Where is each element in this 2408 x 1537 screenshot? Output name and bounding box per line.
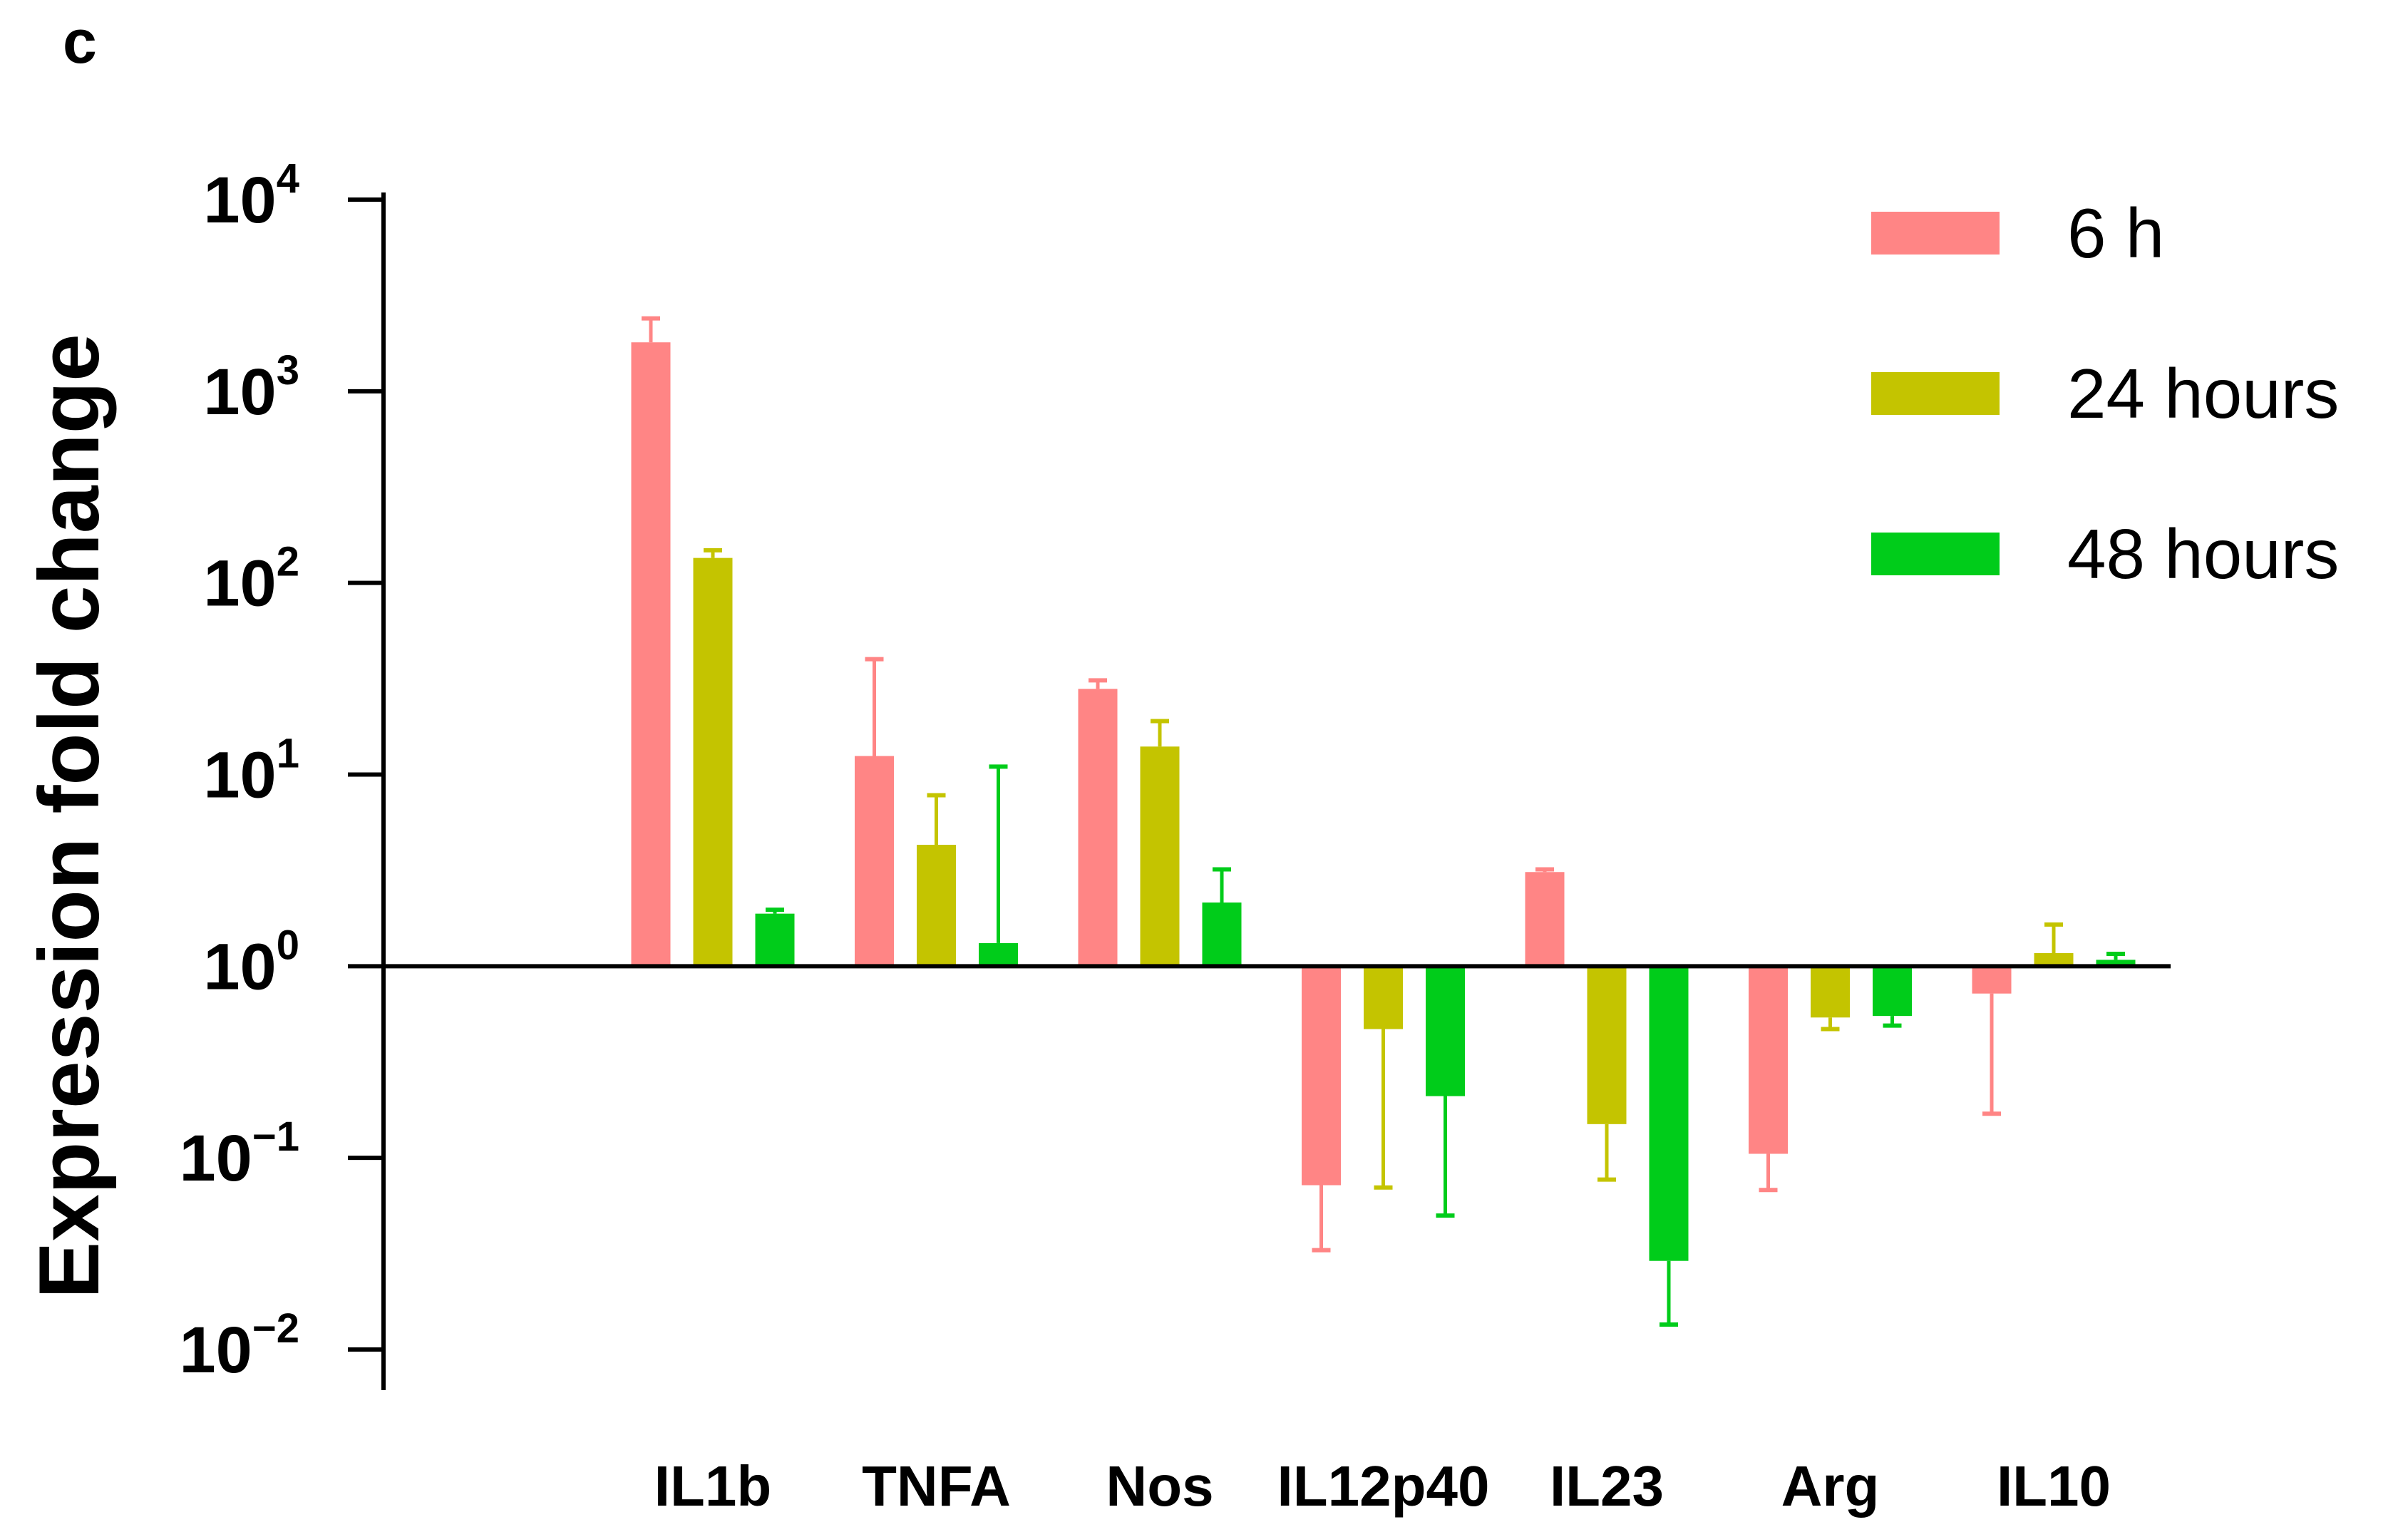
panel-letter: c (63, 8, 97, 76)
bar (1749, 966, 1788, 1154)
category-label: IL23 (1550, 1454, 1664, 1518)
y-tick-label: 10−1 (180, 1114, 299, 1195)
category-label: Nos (1106, 1454, 1213, 1518)
y-tick-label: 101 (203, 731, 299, 812)
y-tick-label: 103 (203, 347, 299, 428)
category-label: Arg (1781, 1454, 1880, 1518)
axes (381, 192, 2171, 1390)
bar (2096, 960, 2136, 967)
legend-swatch (1871, 533, 2000, 575)
y-axis-ticks: 104 103 102 101 100 10−1 10−2 (180, 155, 384, 1387)
bar (1078, 689, 1118, 967)
legend-label: 6 h (2067, 194, 2164, 272)
bar (979, 942, 1018, 967)
bar (631, 342, 671, 967)
y-tick-label: 10−2 (180, 1305, 299, 1387)
bar (1202, 902, 1242, 967)
y-tick-label: 104 (203, 155, 299, 237)
category-label: IL12p40 (1277, 1454, 1490, 1518)
bar (1302, 966, 1341, 1186)
bars (631, 342, 2136, 1261)
legend: 6 h 24 hours 48 hours (1871, 194, 2339, 593)
error-bars (642, 316, 2125, 1327)
bar (1525, 872, 1565, 967)
legend-swatch (1871, 212, 2000, 255)
category-labels: IL1b TNFA Nos IL12p40 IL23 Arg IL10 (654, 1454, 2111, 1518)
bar (2034, 953, 2074, 967)
bar (917, 845, 956, 967)
y-axis-label: Expression fold change (21, 334, 117, 1299)
category-label: IL1b (654, 1454, 771, 1518)
legend-label: 48 hours (2067, 515, 2339, 593)
bar (855, 756, 894, 967)
legend-label: 24 hours (2067, 354, 2339, 433)
category-label: IL10 (1997, 1454, 2111, 1518)
y-tick-label: 100 (203, 922, 299, 1003)
legend-swatch (1871, 372, 2000, 415)
bar (1426, 966, 1465, 1096)
bar (1873, 966, 1912, 1017)
bar (1649, 966, 1689, 1261)
bar (1587, 966, 1627, 1124)
bar (1811, 966, 1850, 1018)
y-tick-label: 102 (203, 539, 299, 620)
category-label: TNFA (862, 1454, 1011, 1518)
bar (693, 557, 733, 967)
bar (755, 913, 795, 967)
bar (1972, 966, 2012, 994)
bar (1364, 966, 1403, 1029)
bar (1140, 746, 1180, 967)
